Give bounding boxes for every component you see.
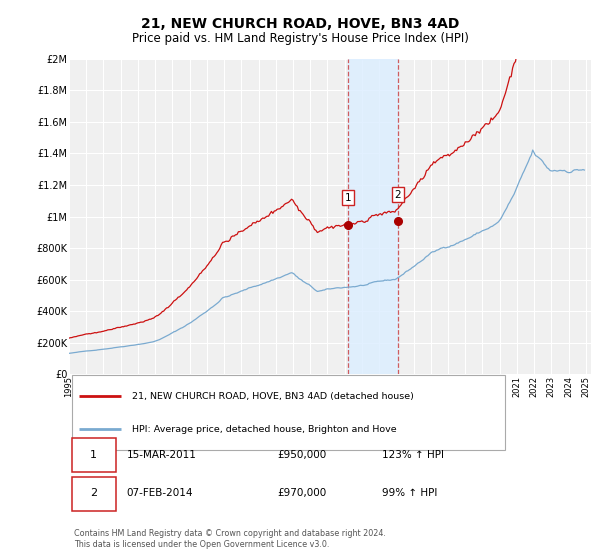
Text: 07-FEB-2014: 07-FEB-2014 bbox=[127, 488, 193, 498]
Text: 1: 1 bbox=[345, 193, 352, 203]
Text: £950,000: £950,000 bbox=[278, 450, 327, 460]
Text: 123% ↑ HPI: 123% ↑ HPI bbox=[382, 450, 444, 460]
Text: HPI: Average price, detached house, Brighton and Hove: HPI: Average price, detached house, Brig… bbox=[131, 425, 396, 434]
Text: 21, NEW CHURCH ROAD, HOVE, BN3 4AD: 21, NEW CHURCH ROAD, HOVE, BN3 4AD bbox=[141, 17, 459, 31]
Text: £970,000: £970,000 bbox=[278, 488, 327, 498]
FancyBboxPatch shape bbox=[71, 477, 116, 511]
Text: 21, NEW CHURCH ROAD, HOVE, BN3 4AD (detached house): 21, NEW CHURCH ROAD, HOVE, BN3 4AD (deta… bbox=[131, 392, 413, 401]
Bar bbox=[348, 59, 398, 375]
Text: 15-MAR-2011: 15-MAR-2011 bbox=[127, 450, 196, 460]
Text: 2: 2 bbox=[90, 488, 97, 498]
Text: Contains HM Land Registry data © Crown copyright and database right 2024.
This d: Contains HM Land Registry data © Crown c… bbox=[74, 529, 386, 549]
Text: 1: 1 bbox=[90, 450, 97, 460]
Text: Price paid vs. HM Land Registry's House Price Index (HPI): Price paid vs. HM Land Registry's House … bbox=[131, 32, 469, 45]
Text: 2: 2 bbox=[395, 189, 401, 199]
Text: 99% ↑ HPI: 99% ↑ HPI bbox=[382, 488, 437, 498]
FancyBboxPatch shape bbox=[71, 438, 116, 472]
FancyBboxPatch shape bbox=[71, 375, 505, 450]
